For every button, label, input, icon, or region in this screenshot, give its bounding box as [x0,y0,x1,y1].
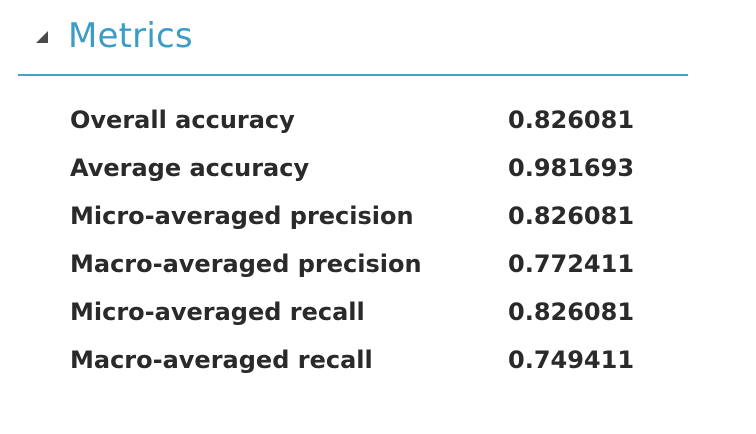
metric-name: Micro-averaged precision [70,202,414,230]
metric-value: 0.749411 [508,346,635,374]
metric-value: 0.826081 [508,106,635,134]
metric-row: Macro-averaged precision 0.772411 [70,240,648,288]
metric-name: Macro-averaged precision [70,250,422,278]
metric-value: 0.772411 [508,250,635,278]
metric-value: 0.826081 [508,202,635,230]
metric-name: Average accuracy [70,154,310,182]
metric-name: Overall accuracy [70,106,295,134]
metric-name: Micro-averaged recall [70,298,365,326]
metric-row: Overall accuracy 0.826081 [70,96,648,144]
collapse-triangle-icon[interactable] [32,27,52,47]
metric-value: 0.981693 [508,154,635,182]
metric-row: Micro-averaged recall 0.826081 [70,288,648,336]
metric-row: Macro-averaged recall 0.749411 [70,336,648,384]
metric-value: 0.826081 [508,298,635,326]
metric-name: Macro-averaged recall [70,346,373,374]
section-title: Metrics [68,16,193,56]
metric-row: Average accuracy 0.981693 [70,144,648,192]
metric-row: Micro-averaged precision 0.826081 [70,192,648,240]
metrics-section-header[interactable]: Metrics [18,10,688,76]
metrics-table: Overall accuracy 0.826081 Average accura… [70,96,648,384]
